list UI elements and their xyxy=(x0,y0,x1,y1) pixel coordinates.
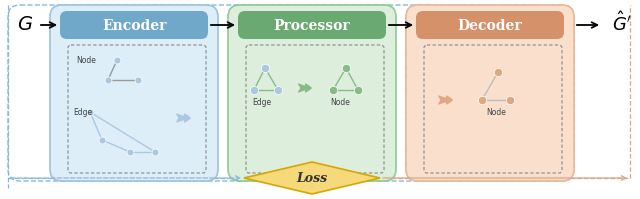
Text: Processor: Processor xyxy=(274,19,350,33)
Text: Node: Node xyxy=(330,98,350,107)
Text: Edge: Edge xyxy=(73,108,92,117)
Text: Edge: Edge xyxy=(252,98,271,107)
Text: Loss: Loss xyxy=(296,172,328,184)
Text: Node: Node xyxy=(76,56,96,65)
FancyBboxPatch shape xyxy=(50,5,218,181)
Text: $\hat{G}^{\prime}$: $\hat{G}^{\prime}$ xyxy=(612,11,632,35)
Text: Node: Node xyxy=(486,108,506,117)
Polygon shape xyxy=(244,162,380,194)
Text: $G$: $G$ xyxy=(17,16,33,34)
FancyBboxPatch shape xyxy=(406,5,574,181)
Text: Decoder: Decoder xyxy=(458,19,522,33)
FancyBboxPatch shape xyxy=(416,11,564,39)
FancyBboxPatch shape xyxy=(60,11,208,39)
Text: Encoder: Encoder xyxy=(102,19,166,33)
FancyBboxPatch shape xyxy=(238,11,386,39)
FancyBboxPatch shape xyxy=(228,5,396,181)
